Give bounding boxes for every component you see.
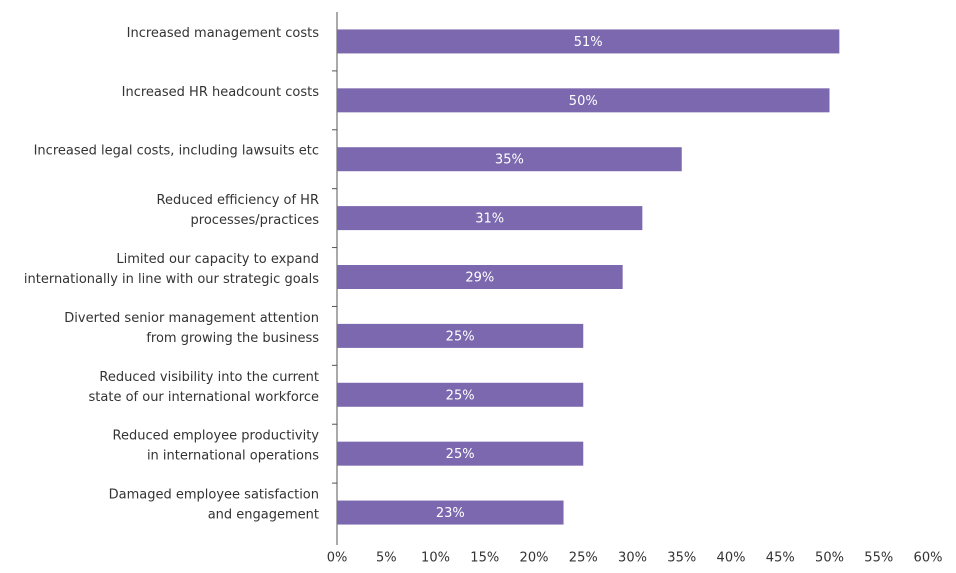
value-label: 50% xyxy=(569,94,598,109)
bar xyxy=(337,206,643,231)
category-label: Increased HR headcount costs xyxy=(122,85,320,100)
bar xyxy=(337,500,564,525)
x-tick-label: 30% xyxy=(618,551,647,566)
x-tick-label: 25% xyxy=(569,551,598,566)
bar xyxy=(337,147,682,172)
category-label: Damaged employee satisfaction and engagem… xyxy=(109,487,319,522)
bar xyxy=(337,265,623,289)
x-tick-label: 55% xyxy=(864,551,893,566)
x-tick-label: 15% xyxy=(470,551,499,566)
value-label: 35% xyxy=(495,153,524,168)
category-label: Reduced visibility into the current state… xyxy=(89,369,319,404)
x-tick-label: 0% xyxy=(327,551,348,566)
x-tick-label: 20% xyxy=(520,551,549,566)
x-tick-label: 10% xyxy=(421,551,450,566)
x-tick-label: 50% xyxy=(815,551,844,566)
x-tick-label: 5% xyxy=(376,551,397,566)
value-label: 23% xyxy=(436,506,465,521)
bar xyxy=(337,382,584,407)
x-tick-label: 60% xyxy=(914,551,943,566)
x-tick-label: 45% xyxy=(766,551,795,566)
bar xyxy=(337,323,584,348)
category-label: Reduced employee productivity in internat… xyxy=(113,428,320,463)
x-tick-label: 40% xyxy=(717,551,746,566)
bar xyxy=(337,29,840,54)
category-label: Diverted senior management attention from… xyxy=(64,310,319,345)
category-label: Limited our capacity to expand internatio… xyxy=(24,252,319,287)
category-label: Reduced efficiency of HR processes/practi… xyxy=(157,193,320,228)
category-label: Increased legal costs, including lawsuit… xyxy=(34,144,319,159)
value-label: 31% xyxy=(475,212,504,227)
value-label: 25% xyxy=(446,447,475,462)
x-tick-label: 35% xyxy=(667,551,696,566)
bar xyxy=(337,88,830,113)
value-label: 29% xyxy=(465,271,494,286)
value-label: 25% xyxy=(446,388,475,403)
bar xyxy=(337,441,584,466)
value-label: 51% xyxy=(574,35,603,50)
category-label: Increased management costs xyxy=(127,26,320,41)
value-label: 25% xyxy=(446,329,475,344)
